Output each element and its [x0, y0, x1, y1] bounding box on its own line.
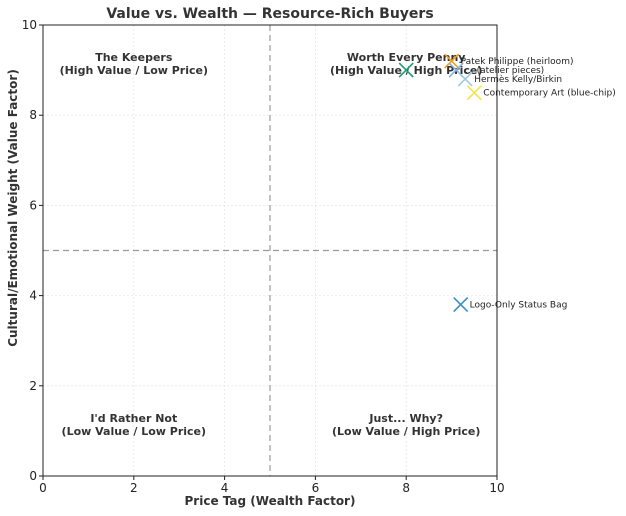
- point-label: ... (atelier pieces): [465, 66, 544, 76]
- point-marker-stroke: [448, 62, 464, 78]
- point-label: Logo-Only Status Bag: [470, 301, 568, 311]
- data-point: [398, 62, 414, 78]
- plot-frame: [42, 24, 498, 477]
- point-label: Contemporary Art (blue-chip): [483, 89, 616, 99]
- data-point: Contemporary Art (blue-chip): [466, 85, 616, 101]
- y-tick-label: 2: [29, 379, 37, 393]
- x-tick-label: 0: [39, 481, 47, 495]
- quadrant-label-top-left: The Keepers (High Value / Low Price): [60, 51, 208, 77]
- quadrant-label-bottom-right: Just... Why? (Low Value / High Price): [332, 412, 480, 438]
- y-tick-label: 0: [29, 469, 37, 483]
- axis-ticks: 0 2 4 6 8 10 0 2 4 6 8 10: [22, 18, 505, 495]
- point-marker-stroke: [444, 53, 460, 69]
- quadrant-labels: The Keepers (High Value / Low Price)Worth…: [60, 51, 483, 438]
- point-marker-stroke: [457, 71, 473, 87]
- y-tick-label: 4: [29, 289, 37, 303]
- x-tick-label: 10: [489, 481, 504, 495]
- y-tick-label: 10: [22, 18, 37, 32]
- point-marker-stroke: [466, 85, 482, 101]
- x-tick-label: 8: [402, 481, 410, 495]
- x-axis-label: Price Tag (Wealth Factor): [185, 494, 356, 508]
- x-tick-label: 4: [221, 481, 229, 495]
- quadrant-label-bottom-left: I'd Rather Not (Low Value / Low Price): [62, 412, 206, 438]
- point-marker-stroke: [453, 297, 469, 313]
- y-tick-label: 6: [29, 198, 37, 212]
- point-label: Hermès Kelly/Birkin: [474, 74, 562, 85]
- data-points: Patek Philippe (heirloom)... (atelier pi…: [398, 53, 616, 313]
- chart-title: Value vs. Wealth — Resource-Rich Buyers: [106, 6, 433, 22]
- point-label: Patek Philippe (heirloom): [461, 57, 574, 67]
- x-tick-label: 2: [130, 481, 138, 495]
- y-axis-label: Cultural/Emotional Weight (Value Factor): [6, 69, 20, 347]
- data-point: Patek Philippe (heirloom): [444, 53, 574, 69]
- data-point: Hermès Kelly/Birkin: [457, 71, 562, 87]
- point-marker-stroke: [398, 62, 414, 78]
- y-tick-label: 8: [29, 108, 37, 122]
- x-tick-label: 6: [312, 481, 320, 495]
- data-point: Logo-Only Status Bag: [453, 297, 568, 313]
- quadrant-dividers: [43, 25, 497, 476]
